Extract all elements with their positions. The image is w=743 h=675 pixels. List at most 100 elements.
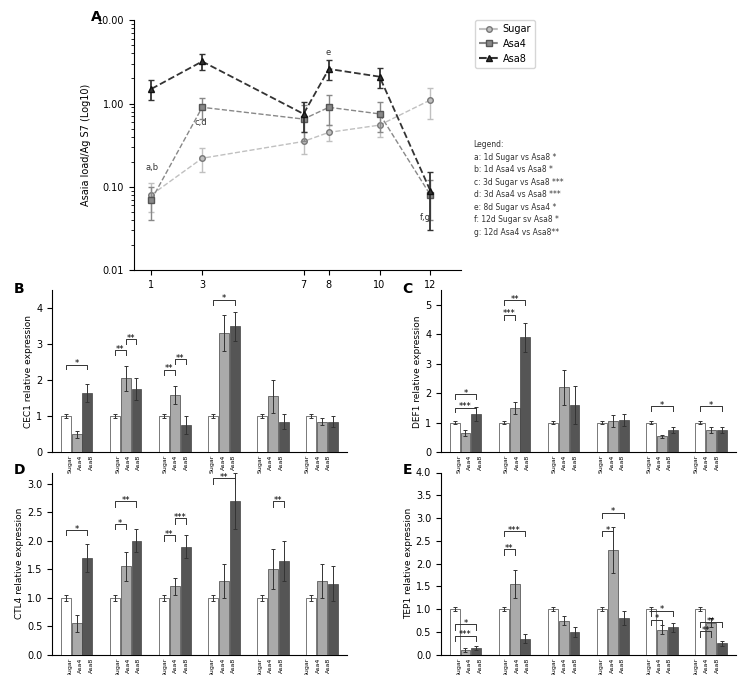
Bar bbox=[570, 405, 580, 452]
Bar bbox=[306, 416, 317, 452]
Bar bbox=[132, 389, 141, 452]
Bar bbox=[82, 393, 92, 452]
Bar bbox=[170, 587, 180, 655]
Text: B: B bbox=[13, 282, 25, 296]
Text: ***: *** bbox=[174, 513, 186, 522]
Bar bbox=[328, 584, 338, 655]
Text: **: ** bbox=[510, 294, 519, 304]
Bar bbox=[61, 416, 71, 452]
Bar bbox=[132, 541, 141, 655]
Bar bbox=[219, 580, 229, 655]
Bar bbox=[317, 580, 327, 655]
Bar bbox=[450, 423, 460, 452]
Text: **: ** bbox=[707, 617, 716, 626]
Bar bbox=[499, 610, 509, 655]
Text: **: ** bbox=[165, 530, 174, 539]
Bar bbox=[306, 598, 317, 655]
Bar bbox=[230, 326, 240, 452]
Text: **: ** bbox=[165, 364, 174, 373]
Text: *: * bbox=[74, 359, 79, 368]
Bar bbox=[159, 416, 169, 452]
Bar bbox=[717, 643, 727, 655]
Y-axis label: DEF1 relative expression: DEF1 relative expression bbox=[413, 315, 422, 427]
Bar bbox=[510, 584, 519, 655]
Bar bbox=[328, 422, 338, 452]
Bar bbox=[279, 561, 289, 655]
Text: *: * bbox=[611, 508, 615, 516]
Bar bbox=[559, 620, 568, 655]
Bar bbox=[61, 598, 71, 655]
Bar bbox=[510, 408, 519, 452]
Bar bbox=[181, 425, 190, 452]
Bar bbox=[646, 423, 656, 452]
Bar bbox=[120, 379, 131, 452]
Text: D: D bbox=[13, 463, 25, 477]
Bar bbox=[230, 501, 240, 655]
Text: a,b: a,b bbox=[145, 163, 158, 171]
Bar bbox=[317, 422, 327, 452]
Bar bbox=[619, 420, 629, 452]
Text: *: * bbox=[74, 524, 79, 533]
Bar bbox=[657, 436, 667, 452]
Text: **: ** bbox=[116, 345, 125, 354]
Text: C: C bbox=[403, 282, 413, 296]
Bar bbox=[570, 632, 580, 655]
Text: ***: *** bbox=[508, 526, 521, 535]
Text: **: ** bbox=[701, 626, 710, 635]
Bar bbox=[170, 395, 180, 452]
Y-axis label: CEC1 relative expression: CEC1 relative expression bbox=[25, 315, 33, 428]
Bar bbox=[608, 550, 617, 655]
Text: **: ** bbox=[220, 473, 228, 482]
Text: **: ** bbox=[505, 544, 513, 553]
Text: ***: *** bbox=[459, 630, 472, 639]
Bar bbox=[695, 610, 705, 655]
Bar bbox=[717, 430, 727, 452]
Text: **: ** bbox=[121, 496, 130, 505]
Text: *: * bbox=[655, 614, 658, 624]
Bar bbox=[71, 624, 82, 655]
Text: *: * bbox=[221, 294, 226, 303]
X-axis label: Days: Days bbox=[285, 292, 310, 302]
Bar bbox=[619, 618, 629, 655]
Text: *: * bbox=[606, 526, 609, 535]
Legend: Sugar, Asa4, Asa8: Sugar, Asa4, Asa8 bbox=[476, 20, 535, 68]
Bar bbox=[608, 421, 617, 452]
Bar bbox=[499, 423, 509, 452]
Bar bbox=[208, 416, 218, 452]
Bar bbox=[548, 423, 558, 452]
Text: ***: *** bbox=[459, 402, 472, 411]
Bar bbox=[208, 598, 218, 655]
Bar bbox=[706, 623, 716, 655]
Text: **: ** bbox=[274, 496, 282, 505]
Bar bbox=[597, 610, 607, 655]
X-axis label: Diet tratments: Diet tratments bbox=[552, 533, 624, 543]
Bar bbox=[471, 648, 481, 655]
Bar bbox=[257, 598, 267, 655]
X-axis label: Diet tratments: Diet tratments bbox=[163, 533, 236, 543]
Bar bbox=[706, 430, 716, 452]
Bar bbox=[559, 387, 568, 452]
Y-axis label: Asaia load/Ag S7 (Log10): Asaia load/Ag S7 (Log10) bbox=[81, 84, 91, 207]
Bar bbox=[120, 566, 131, 655]
Y-axis label: TEP1 relative expression: TEP1 relative expression bbox=[404, 508, 413, 619]
Y-axis label: CTL4 relative expression: CTL4 relative expression bbox=[15, 508, 24, 620]
Text: *: * bbox=[660, 400, 664, 410]
Bar bbox=[279, 422, 289, 452]
Text: Legend:
a: 1d Sugar vs Asa8 *
b: 1d Asa4 vs Asa8 *
c: 3d Sugar vs Asa8 ***
d: 3d: Legend: a: 1d Sugar vs Asa8 * b: 1d Asa4… bbox=[474, 140, 563, 237]
Text: *: * bbox=[660, 605, 664, 614]
Bar bbox=[646, 610, 656, 655]
Bar bbox=[548, 610, 558, 655]
Text: A: A bbox=[91, 10, 102, 24]
Text: E: E bbox=[403, 463, 412, 477]
Bar bbox=[471, 414, 481, 452]
Bar bbox=[268, 396, 278, 452]
Text: *: * bbox=[118, 519, 123, 528]
Text: *: * bbox=[464, 389, 467, 398]
Bar bbox=[159, 598, 169, 655]
Bar bbox=[219, 333, 229, 452]
Text: *: * bbox=[464, 619, 467, 628]
Bar bbox=[461, 650, 470, 655]
Bar bbox=[82, 558, 92, 655]
Bar bbox=[110, 598, 120, 655]
Bar bbox=[657, 630, 667, 655]
